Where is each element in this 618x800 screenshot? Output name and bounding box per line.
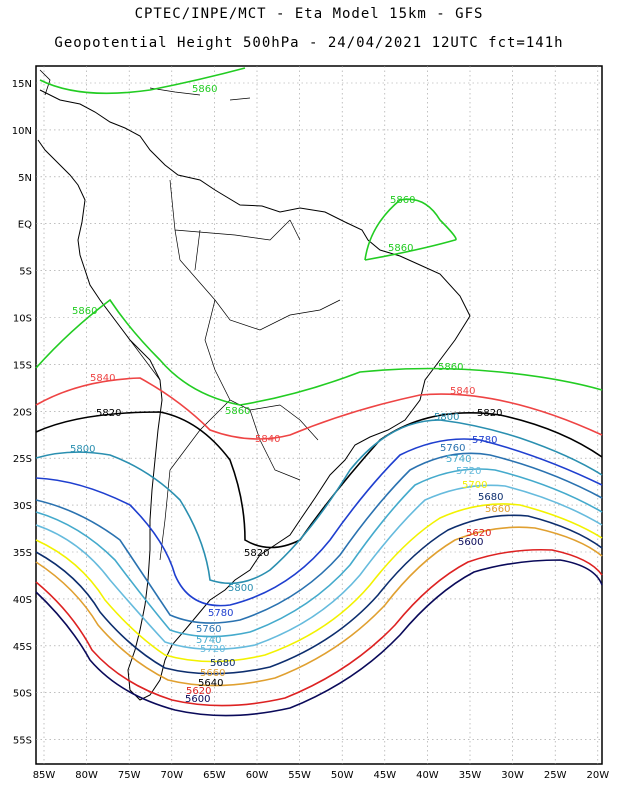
label-5620-a: 5620 (466, 528, 491, 539)
lon-tick-label: 20W (586, 770, 609, 781)
contour-5760 (35, 452, 603, 624)
country-borders (129, 179, 341, 561)
lat-tick-label: 55S (13, 736, 32, 747)
contour-5800 (35, 419, 603, 585)
central-america-coastline (39, 69, 251, 101)
label-5720-a: 5720 (456, 466, 481, 477)
contour-5740 (35, 468, 603, 638)
map-title-line-1: CPTEC/INPE/MCT - Eta Model 15km - GFS (134, 6, 484, 22)
label-5860-a: 5860 (192, 84, 217, 95)
contour-5840 (35, 377, 603, 440)
lat-tick-label: 5N (18, 173, 32, 184)
label-5680-b: 5680 (210, 658, 235, 669)
lat-tick-label: 20S (13, 407, 32, 418)
label-5680-a: 5680 (478, 492, 503, 503)
label-5840-c: 5840 (255, 434, 280, 445)
label-5860-e: 5860 (438, 362, 463, 373)
map-title-line-2: Geopotential Height 500hPa - 24/04/2021 … (54, 35, 564, 51)
label-5700: 5700 (462, 480, 487, 491)
lon-tick-label: 55W (288, 770, 311, 781)
label-5800-c: 5800 (228, 583, 253, 594)
label-5780-a: 5780 (472, 435, 497, 446)
lat-tick-label: 10S (13, 314, 32, 325)
lat-tick-label: 25S (13, 454, 32, 465)
contour-5860-main (35, 298, 603, 406)
label-5820-c: 5820 (244, 548, 269, 559)
label-5660-a: 5660 (485, 504, 510, 515)
label-5780-b: 5780 (208, 608, 233, 619)
label-5600-a: 5600 (458, 537, 483, 548)
contour-5680 (35, 514, 603, 675)
lat-tick-label: 15N (12, 79, 32, 90)
lon-tick-label: 45W (373, 770, 396, 781)
axis-ticks: 15N 10N 5N EQ 5S 10S 15S 20S 25S 30S 35S 40S 45S 50S 5… (12, 79, 609, 781)
coastlines (37, 69, 471, 701)
lon-tick-label: 50W (331, 770, 354, 781)
contour-5620 (35, 548, 603, 707)
lat-tick-label: 30S (13, 501, 32, 512)
lon-tick-label: 75W (118, 770, 141, 781)
lon-tick-label: 25W (544, 770, 567, 781)
label-5740-a: 5740 (446, 454, 471, 465)
lon-tick-label: 60W (246, 770, 269, 781)
contour-5780 (35, 438, 603, 607)
south-america-coastline (37, 89, 471, 701)
contour-5600 (35, 559, 603, 717)
lat-tick-label: 5S (19, 267, 32, 278)
lon-tick-label: 80W (75, 770, 98, 781)
label-5760-a: 5760 (440, 443, 465, 454)
lat-tick-label: 35S (13, 548, 32, 559)
label-5800-b: 5800 (434, 412, 459, 423)
label-5860-d: 5860 (72, 306, 97, 317)
label-5820-a: 5820 (96, 408, 121, 419)
contour-5660 (35, 526, 603, 687)
label-5760-b: 5760 (196, 624, 221, 635)
contour-5720 (35, 484, 603, 651)
plot-frame (35, 65, 603, 765)
lon-tick-label: 40W (416, 770, 439, 781)
lat-tick-label: 40S (13, 595, 32, 606)
lat-tick-label: 45S (13, 642, 32, 653)
label-5660-b: 5660 (200, 668, 225, 679)
label-5720-b: 5720 (200, 644, 225, 655)
contour-labels: 5860 5860 5860 5860 5860 5860 5840 5840 … (70, 84, 510, 705)
label-5740-b: 5740 (196, 635, 221, 646)
lon-tick-label: 85W (33, 770, 56, 781)
contour-5860-amazon (364, 198, 457, 261)
label-5640: 5640 (198, 678, 223, 689)
contour-5820 (35, 411, 603, 549)
lon-tick-label: 35W (459, 770, 482, 781)
lat-tick-label: 15S (13, 360, 32, 371)
lat-tick-label: EQ (18, 220, 32, 231)
label-5820-b: 5820 (477, 408, 502, 419)
label-5860-f: 5860 (225, 406, 250, 417)
label-5600-b: 5600 (185, 694, 210, 705)
contour-5700 (35, 503, 603, 663)
label-5860-b: 5860 (390, 195, 415, 206)
lon-tick-label: 70W (160, 770, 183, 781)
lat-tick-label: 10N (12, 126, 32, 137)
label-5620-b: 5620 (186, 686, 211, 697)
contour-5860-north (39, 67, 246, 95)
graticule (36, 66, 602, 764)
height-contours (35, 67, 603, 717)
label-5860-c: 5860 (388, 243, 413, 254)
lat-tick-label: 50S (13, 689, 32, 700)
label-5800-a: 5800 (70, 444, 95, 455)
label-5840-a: 5840 (90, 373, 115, 384)
label-5840-b: 5840 (450, 386, 475, 397)
lon-tick-label: 65W (203, 770, 226, 781)
lon-tick-label: 30W (501, 770, 524, 781)
